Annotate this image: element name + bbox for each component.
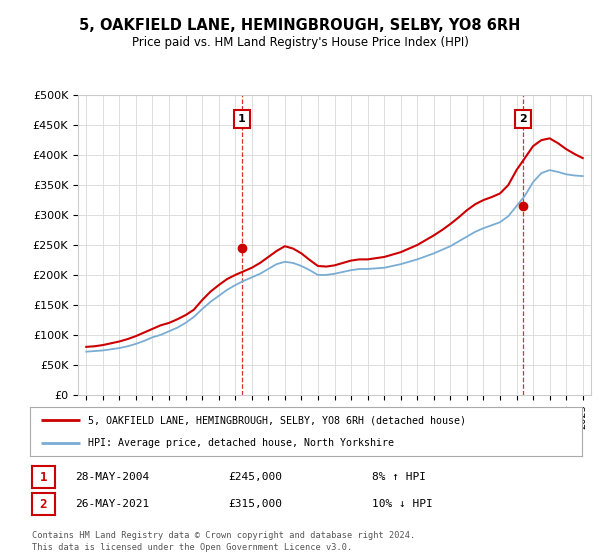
Text: £315,000: £315,000: [228, 499, 282, 509]
Text: 26-MAY-2021: 26-MAY-2021: [75, 499, 149, 509]
Text: 1: 1: [40, 470, 47, 484]
Text: Contains HM Land Registry data © Crown copyright and database right 2024.: Contains HM Land Registry data © Crown c…: [32, 531, 415, 540]
Text: 28-MAY-2004: 28-MAY-2004: [75, 472, 149, 482]
Text: 5, OAKFIELD LANE, HEMINGBROUGH, SELBY, YO8 6RH: 5, OAKFIELD LANE, HEMINGBROUGH, SELBY, Y…: [79, 18, 521, 33]
Text: 8% ↑ HPI: 8% ↑ HPI: [372, 472, 426, 482]
Text: This data is licensed under the Open Government Licence v3.0.: This data is licensed under the Open Gov…: [32, 543, 352, 552]
Text: HPI: Average price, detached house, North Yorkshire: HPI: Average price, detached house, Nort…: [88, 438, 394, 448]
Text: 2: 2: [519, 114, 527, 124]
Text: £245,000: £245,000: [228, 472, 282, 482]
Text: 5, OAKFIELD LANE, HEMINGBROUGH, SELBY, YO8 6RH (detached house): 5, OAKFIELD LANE, HEMINGBROUGH, SELBY, Y…: [88, 416, 466, 426]
Text: 2: 2: [40, 497, 47, 511]
Text: Price paid vs. HM Land Registry's House Price Index (HPI): Price paid vs. HM Land Registry's House …: [131, 36, 469, 49]
Text: 1: 1: [238, 114, 246, 124]
Text: 10% ↓ HPI: 10% ↓ HPI: [372, 499, 433, 509]
